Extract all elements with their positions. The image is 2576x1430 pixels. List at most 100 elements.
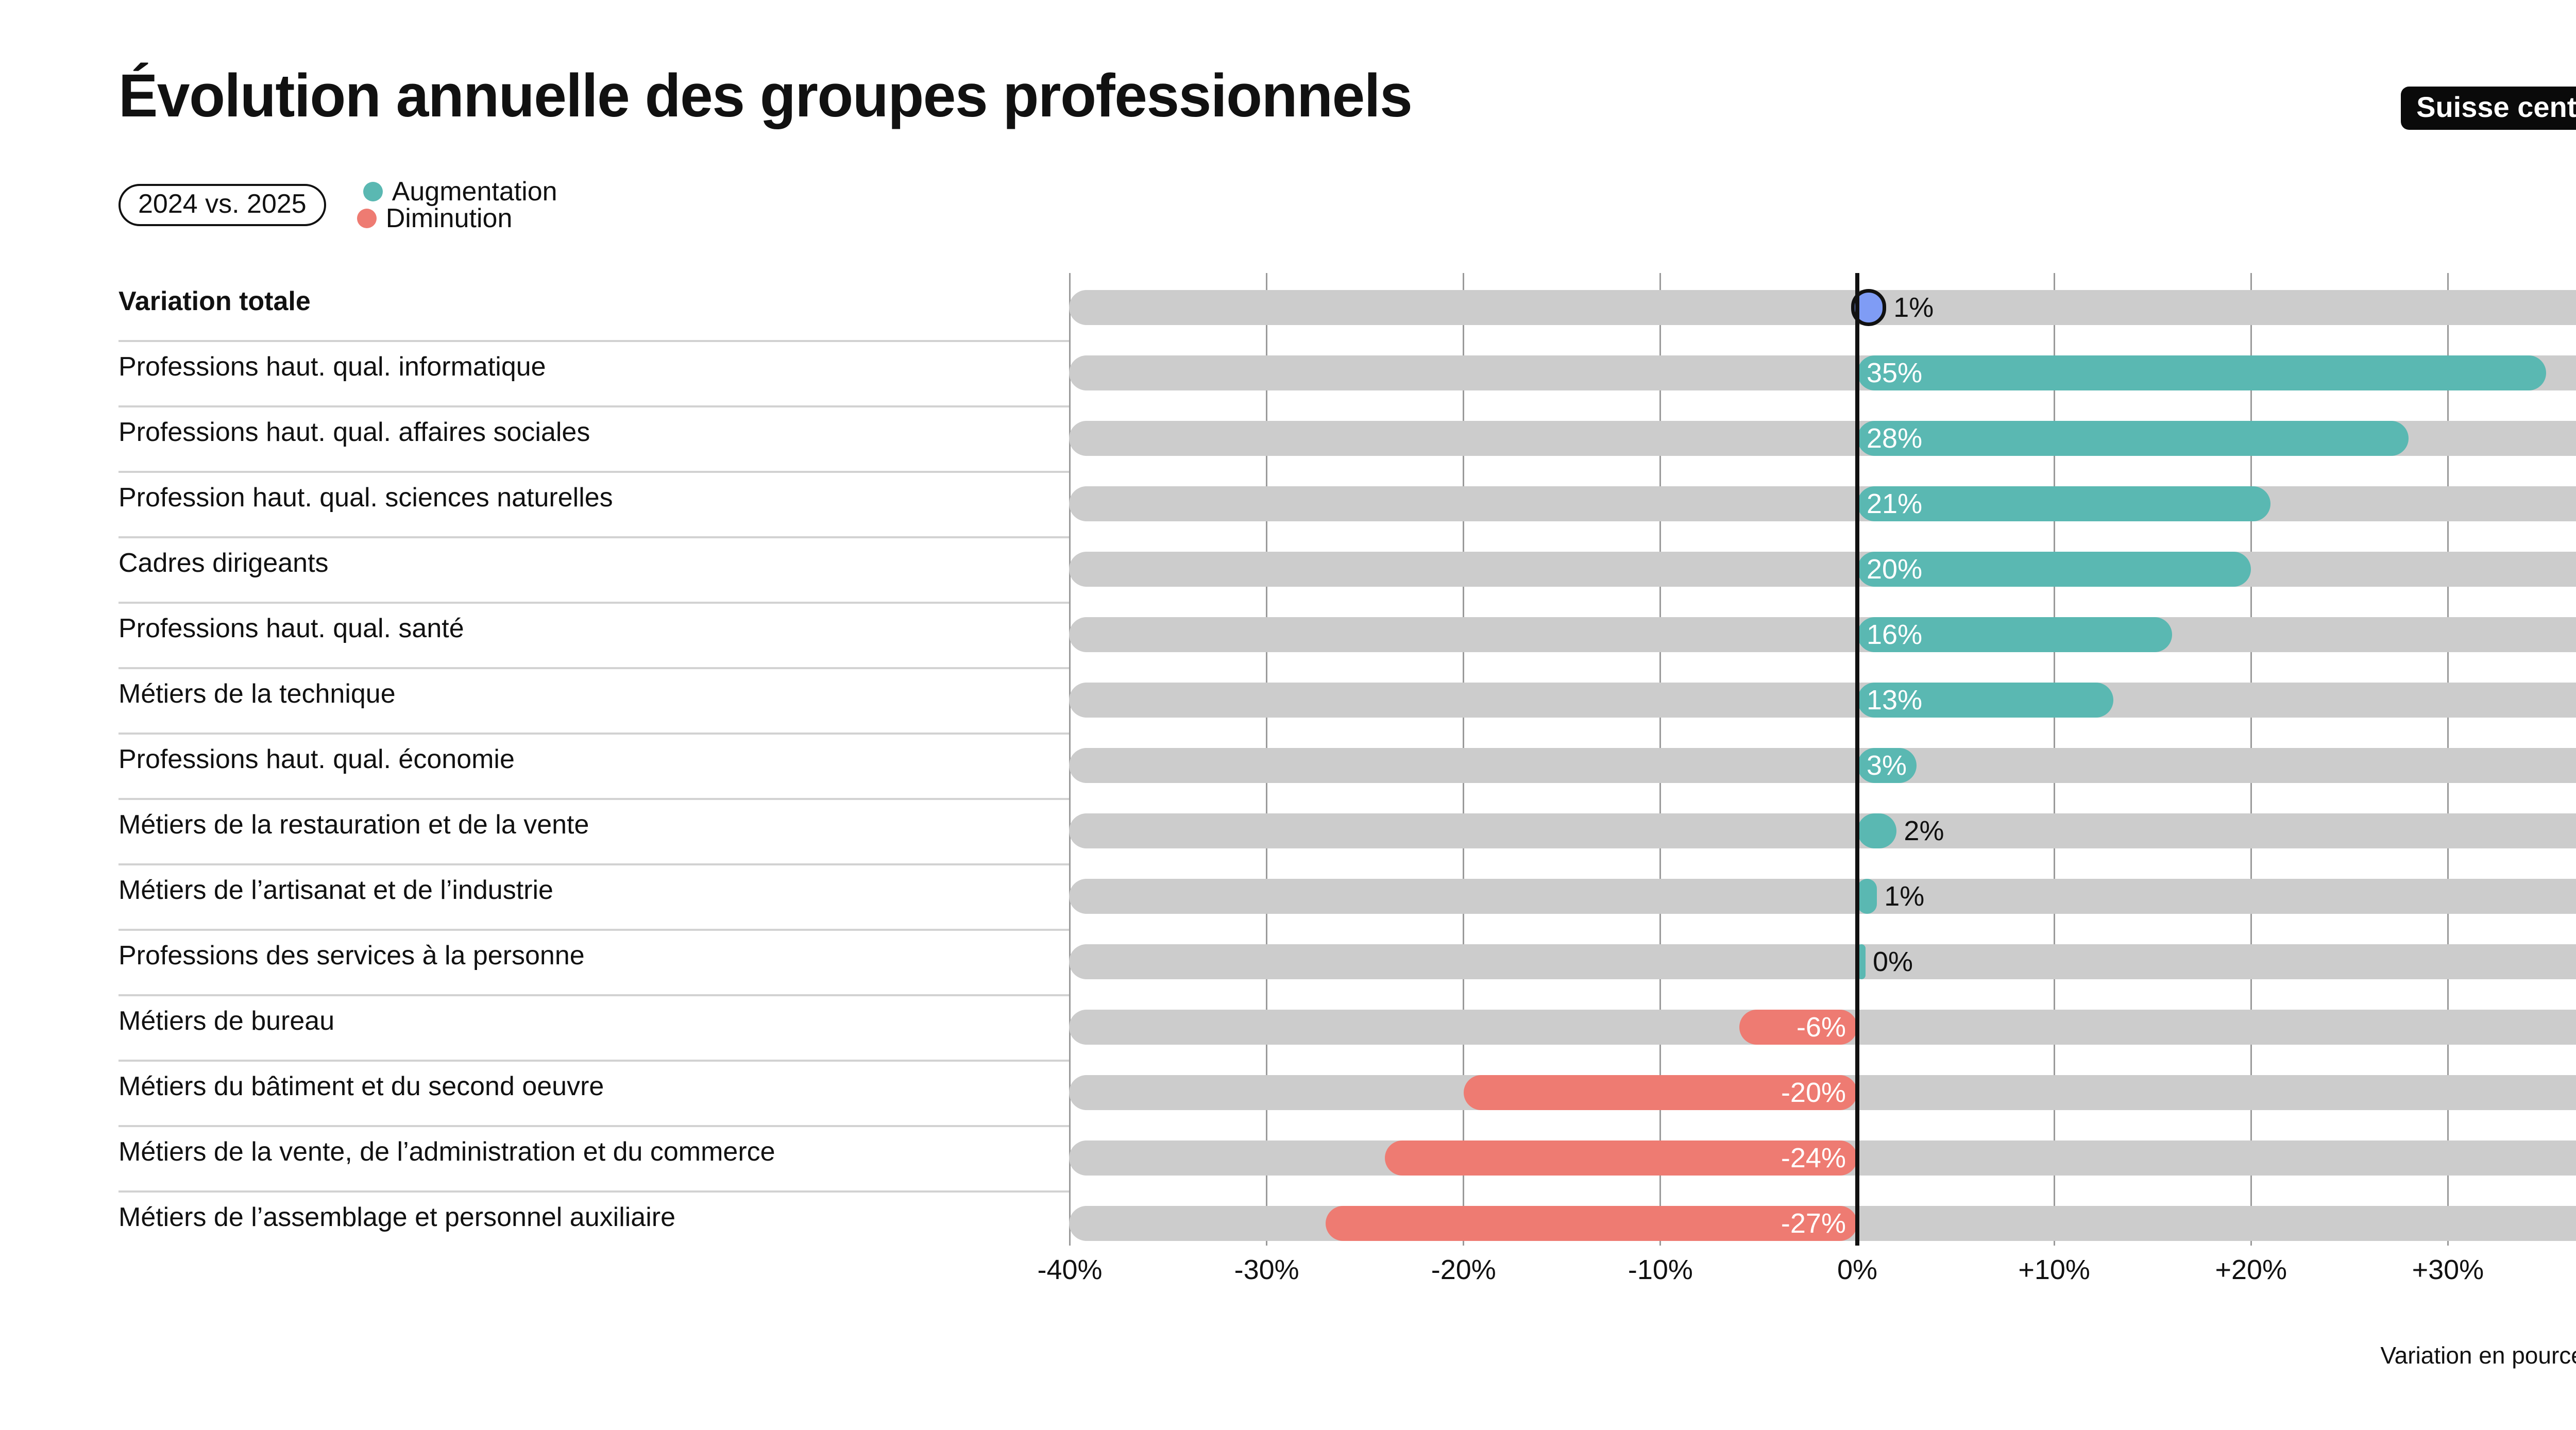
chart-row[interactable]: Métiers de la technique 13% <box>0 667 2576 733</box>
chart-row[interactable]: Profession haut. qual. sciences naturell… <box>0 471 2576 536</box>
value-bar[interactable] <box>1857 421 2409 456</box>
bar-value-label: -6% <box>1796 1012 1846 1043</box>
row-label: Métiers de la restauration et de la vent… <box>118 810 589 840</box>
bar-value-label: 1% <box>1893 292 1934 323</box>
salmon-dot-icon <box>357 209 377 228</box>
bar-track <box>1069 813 2576 848</box>
bar-track <box>1069 683 2576 718</box>
chart-row[interactable]: Métiers de l’artisanat et de l’industrie… <box>0 863 2576 929</box>
axis-tick-label: -10% <box>1628 1254 1693 1285</box>
row-separator <box>118 929 1069 931</box>
chart-row[interactable]: Cadres dirigeants 20% <box>0 536 2576 602</box>
chart-row[interactable]: Professions haut. qual. économie 3% <box>0 733 2576 798</box>
bar-value-label: 35% <box>1867 358 1923 388</box>
row-separator <box>118 602 1069 604</box>
row-separator <box>118 471 1069 473</box>
legend-item-increase[interactable]: Augmentation <box>363 178 557 205</box>
value-bar[interactable] <box>1857 879 1877 914</box>
axis-tick-label: +20% <box>2215 1254 2287 1285</box>
bar-value-label: 0% <box>1873 946 1913 977</box>
bar-value-label: -24% <box>1781 1143 1846 1173</box>
chart-row[interactable]: Professions des services à la personne 0% <box>0 929 2576 994</box>
row-separator <box>118 667 1069 669</box>
axis-tick-label: -40% <box>1037 1254 1103 1285</box>
chart-row[interactable]: Métiers de la vente, de l’administration… <box>0 1125 2576 1190</box>
row-label: Métiers de bureau <box>118 1006 335 1036</box>
bar-track <box>1069 748 2576 783</box>
chart-row[interactable]: Métiers de l’assemblage et personnel aux… <box>0 1190 2576 1256</box>
row-separator <box>118 405 1069 407</box>
bar-value-label: 2% <box>1904 815 1944 846</box>
axis-tick-label: -20% <box>1431 1254 1496 1285</box>
row-separator <box>118 863 1069 865</box>
bar-track <box>1069 944 2576 979</box>
row-label: Métiers du bâtiment et du second oeuvre <box>118 1071 604 1101</box>
legend-items: Augmentation Diminution <box>326 178 557 232</box>
bar-value-label: 28% <box>1867 423 1923 454</box>
legend-item-label: Diminution <box>385 203 513 233</box>
row-separator <box>118 994 1069 996</box>
chart-row[interactable]: Professions haut. qual. informatique 35% <box>0 340 2576 405</box>
bar-value-label: 16% <box>1867 619 1923 650</box>
page-title: Évolution annuelle des groupes professio… <box>118 62 1413 130</box>
axis-tick-label: 0% <box>1837 1254 1878 1285</box>
bar-track <box>1069 486 2576 521</box>
value-bar[interactable] <box>1857 944 1866 979</box>
teal-dot-icon <box>363 182 383 201</box>
value-bar[interactable] <box>1857 617 2173 652</box>
row-separator <box>118 536 1069 538</box>
value-bar[interactable] <box>1857 813 1897 848</box>
region-badge: Suisse centrale <box>2401 87 2576 130</box>
row-separator <box>118 1060 1069 1062</box>
chart-row[interactable]: Métiers du bâtiment et du second oeuvre -… <box>0 1060 2576 1125</box>
value-bar[interactable] <box>1857 748 1917 783</box>
row-separator <box>118 798 1069 800</box>
period-pill[interactable]: 2024 vs. 2025 <box>118 184 326 226</box>
row-label: Professions haut. qual. affaires sociale… <box>118 417 590 447</box>
row-label: Métiers de l’assemblage et personnel aux… <box>118 1202 676 1232</box>
value-bar[interactable] <box>1857 683 2113 718</box>
value-bar[interactable] <box>1326 1206 1857 1241</box>
value-bar[interactable] <box>1857 552 2251 587</box>
value-bar[interactable] <box>1857 355 2547 390</box>
legend-item-label: Augmentation <box>392 177 557 207</box>
row-separator <box>118 733 1069 735</box>
row-label: Métiers de la vente, de l’administration… <box>118 1137 775 1167</box>
chart-row[interactable]: Professions haut. qual. santé 16% <box>0 602 2576 667</box>
axis-tick-label: +30% <box>2412 1254 2484 1285</box>
chart-row[interactable]: Variation totale 1% <box>0 275 2576 340</box>
bar-value-label: 1% <box>1884 881 1925 912</box>
bar-track <box>1069 290 2576 325</box>
bar-track <box>1069 879 2576 914</box>
row-separator <box>118 1125 1069 1127</box>
row-separator <box>118 340 1069 342</box>
bar-value-label: 3% <box>1867 750 1907 781</box>
bar-value-label: 20% <box>1867 554 1923 585</box>
chart-row[interactable]: Métiers de bureau -6% <box>0 994 2576 1060</box>
row-label: Métiers de la technique <box>118 679 396 709</box>
row-label: Cadres dirigeants <box>118 548 329 578</box>
axis-caption: Variation en pourcentage <box>2380 1342 2576 1369</box>
chart-row[interactable]: Professions haut. qual. affaires sociale… <box>0 405 2576 471</box>
bar-track <box>1069 617 2576 652</box>
row-label: Professions haut. qual. informatique <box>118 352 546 382</box>
row-label: Métiers de l’artisanat et de l’industrie <box>118 875 553 905</box>
value-bar[interactable] <box>1384 1140 1857 1176</box>
value-bar[interactable] <box>1857 486 2271 521</box>
value-bar[interactable] <box>1463 1075 1857 1110</box>
row-separator <box>118 1190 1069 1193</box>
row-label: Variation totale <box>118 286 311 316</box>
bar-value-label: 13% <box>1867 685 1923 716</box>
bar-track <box>1069 552 2576 587</box>
legend: 2024 vs. 2025 Augmentation Diminution <box>118 178 557 232</box>
value-bar[interactable] <box>1739 1010 1857 1045</box>
zero-axis-line <box>1855 273 1859 1246</box>
row-label: Professions des services à la personne <box>118 941 585 971</box>
legend-item-decrease[interactable]: Diminution <box>357 205 557 232</box>
axis-tick-label: +10% <box>2018 1254 2090 1285</box>
bar-value-label: -27% <box>1781 1208 1846 1239</box>
chart-row[interactable]: Métiers de la restauration et de la vent… <box>0 798 2576 863</box>
chart-header: Évolution annuelle des groupes professio… <box>0 0 2576 242</box>
row-label: Professions haut. qual. santé <box>118 614 464 643</box>
